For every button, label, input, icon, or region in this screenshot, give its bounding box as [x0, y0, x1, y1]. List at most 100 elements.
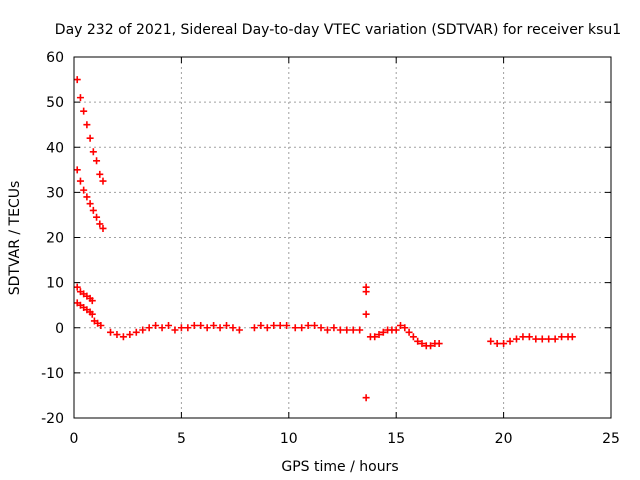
data-point-arc-high-2 — [96, 220, 104, 228]
data-point-arc-high-2 — [76, 177, 84, 185]
data-point-main-trace — [263, 324, 271, 332]
data-point-late-trace — [545, 335, 553, 343]
x-tick-label: 10 — [280, 431, 298, 447]
x-tick-label: 25 — [602, 431, 620, 447]
data-point-main-trace — [250, 324, 258, 332]
data-point-main-trace — [107, 328, 115, 336]
data-point-main-trace — [165, 321, 173, 329]
x-tick-label: 0 — [70, 431, 79, 447]
data-point-main-trace — [145, 324, 153, 332]
data-point-main-trace — [158, 324, 166, 332]
data-point-wave-trace — [379, 328, 387, 336]
data-point-outliers — [362, 394, 370, 402]
data-point-main-trace — [210, 321, 218, 329]
data-point-wave-trace — [375, 331, 383, 339]
data-point-late-trace — [493, 340, 501, 348]
data-point-main-trace — [119, 333, 127, 341]
data-point-late-trace — [568, 333, 576, 341]
data-point-arc-high-1 — [86, 134, 94, 142]
data-point-main-trace — [139, 326, 147, 334]
data-point-wave-trace — [435, 340, 443, 348]
data-point-arc-low — [88, 310, 96, 318]
data-point-arc-mid — [88, 297, 96, 305]
data-point-wave-trace — [409, 333, 417, 341]
y-tick-label: 40 — [46, 140, 64, 156]
data-point-main-trace — [177, 324, 185, 332]
data-point-arc-high-1 — [99, 177, 107, 185]
y-tick-label: 60 — [46, 50, 64, 66]
y-tick-label: 30 — [46, 185, 64, 201]
data-point-arc-high-2 — [93, 213, 101, 221]
data-point-arc-high-1 — [80, 107, 88, 115]
data-point-main-trace — [356, 326, 364, 334]
x-tick-label: 5 — [177, 431, 186, 447]
data-point-main-trace — [276, 321, 284, 329]
data-point-late-trace — [525, 333, 533, 341]
data-point-late-trace — [487, 337, 495, 345]
data-point-main-trace — [216, 324, 224, 332]
data-point-late-trace — [500, 340, 508, 348]
y-tick-label: -10 — [41, 366, 64, 382]
data-point-wave-trace — [401, 324, 409, 332]
x-tick-label: 15 — [387, 431, 405, 447]
data-point-arc-high-1 — [96, 170, 104, 178]
data-point-main-trace — [197, 321, 205, 329]
y-tick-label: 0 — [55, 321, 64, 337]
data-point-main-trace — [311, 321, 319, 329]
data-point-main-trace — [113, 331, 121, 339]
data-point-main-trace — [203, 324, 211, 332]
data-point-arc-high-1 — [89, 148, 97, 156]
data-point-main-trace — [126, 331, 134, 339]
data-point-main-trace — [291, 324, 299, 332]
data-point-main-trace — [317, 324, 325, 332]
data-point-wave-trace — [371, 333, 379, 341]
data-point-late-trace — [506, 337, 514, 345]
y-tick-label: 20 — [46, 231, 64, 247]
data-point-wave-trace — [427, 342, 435, 350]
x-axis-title: GPS time / hours — [281, 459, 398, 475]
grid — [74, 57, 611, 418]
y-tick-label: 50 — [46, 95, 64, 111]
data-point-main-trace — [190, 321, 198, 329]
data-point-late-trace — [538, 335, 546, 343]
data-point-arc-high-2 — [99, 224, 107, 232]
data-point-arc-high-2 — [86, 200, 94, 208]
plot-frame — [73, 56, 612, 419]
data-point-outliers — [362, 310, 370, 318]
data-point-wave-trace — [396, 321, 404, 329]
data-point-arc-high-1 — [83, 121, 91, 129]
data-point-main-trace — [270, 321, 278, 329]
data-point-wave-trace — [392, 326, 400, 334]
y-axis-title: SDTVAR / TECUs — [7, 181, 23, 296]
data-point-arc-high-2 — [89, 206, 97, 214]
data-point-main-trace — [171, 326, 179, 334]
data-point-arc-high-1 — [73, 76, 81, 84]
data-point-main-trace — [152, 321, 160, 329]
data-point-arc-high-2 — [73, 166, 81, 174]
y-tick-label: 10 — [46, 276, 64, 292]
axis-tick-labels: 0 5 10 15 20 25 -20 -10 0 10 20 30 40 50 60 — [41, 50, 620, 447]
data-point-wave-trace — [405, 328, 413, 336]
data-point-late-trace — [558, 333, 566, 341]
data-point-late-trace — [512, 335, 520, 343]
data-point-wave-trace — [418, 340, 426, 348]
data-point-main-trace — [343, 326, 351, 334]
data-point-late-trace — [532, 335, 540, 343]
y-tick-label: -20 — [41, 411, 64, 427]
data-point-arc-high-1 — [93, 157, 101, 165]
data-point-main-trace — [132, 328, 140, 336]
data-point-main-trace — [330, 324, 338, 332]
data-point-main-trace — [323, 326, 331, 334]
data-point-main-trace — [283, 321, 291, 329]
data-points — [73, 76, 576, 402]
data-point-arc-mid — [73, 283, 81, 291]
data-point-arc-high-1 — [76, 94, 84, 102]
data-point-main-trace — [349, 326, 357, 334]
data-point-main-trace — [298, 324, 306, 332]
data-point-main-trace — [304, 321, 312, 329]
data-point-main-trace — [223, 321, 231, 329]
data-point-arc-low — [97, 321, 105, 329]
data-point-main-trace — [336, 326, 344, 334]
